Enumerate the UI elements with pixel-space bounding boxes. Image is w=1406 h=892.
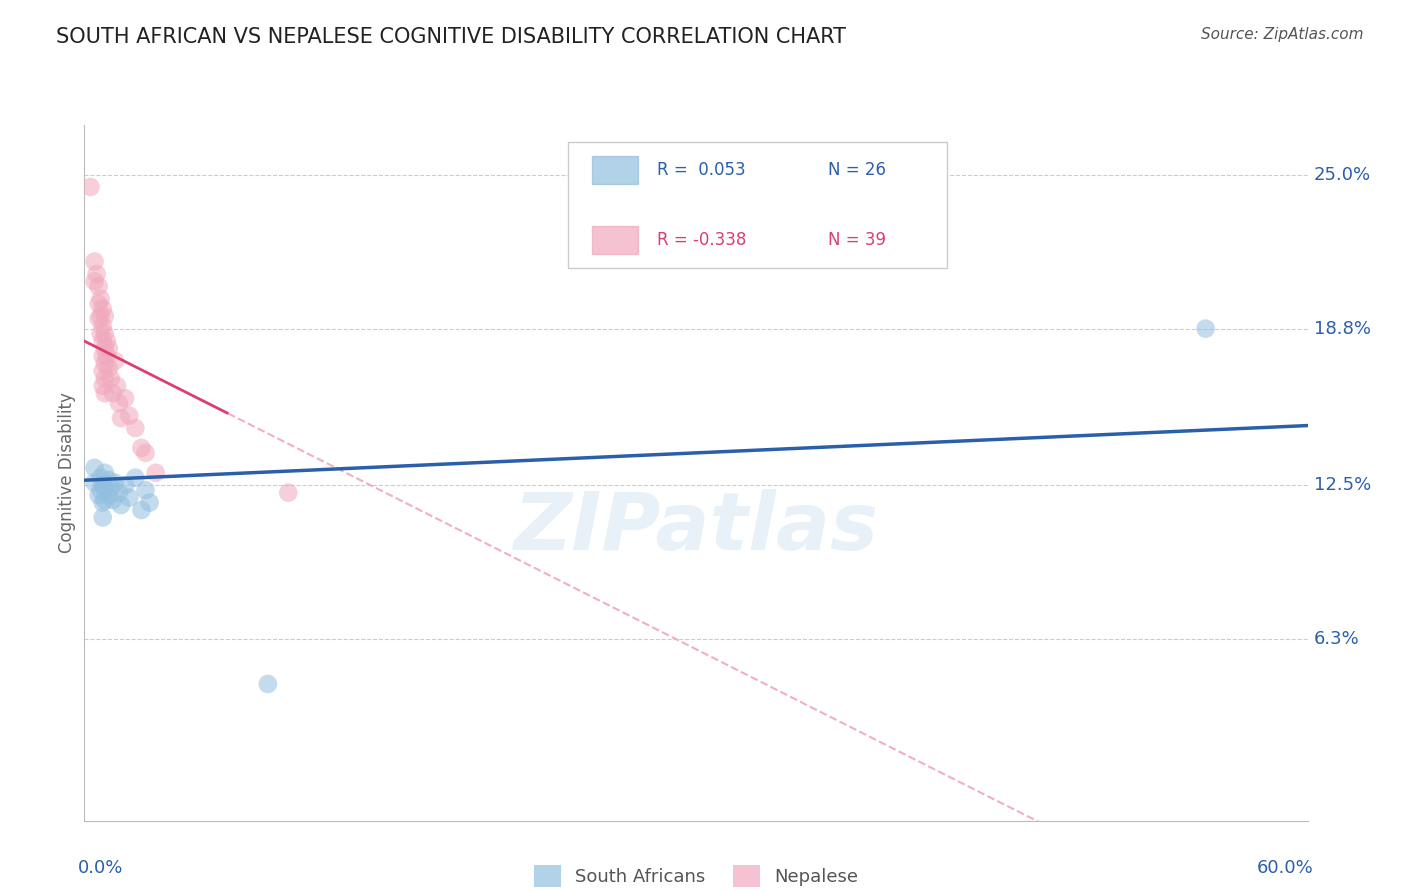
Point <box>257 677 280 691</box>
Point <box>97 361 120 376</box>
Point <box>131 503 153 517</box>
FancyBboxPatch shape <box>568 142 946 268</box>
Point <box>91 349 114 363</box>
Point <box>91 364 114 378</box>
Point <box>1195 321 1218 335</box>
Point <box>91 378 114 392</box>
Point <box>110 498 132 512</box>
Point <box>93 371 115 385</box>
Point <box>87 488 110 502</box>
Point <box>145 466 167 480</box>
Point <box>91 510 114 524</box>
Point <box>97 488 120 502</box>
Point <box>90 292 112 306</box>
Point <box>93 356 115 370</box>
Point <box>93 326 115 341</box>
Point <box>87 279 110 293</box>
Point <box>108 485 131 500</box>
Text: R = -0.338: R = -0.338 <box>657 231 747 249</box>
Point <box>124 421 146 435</box>
Point <box>108 396 131 410</box>
Point <box>91 495 114 509</box>
Point <box>277 485 299 500</box>
Point <box>118 409 141 423</box>
Point <box>93 310 115 324</box>
Point <box>90 326 112 341</box>
Point <box>97 342 120 356</box>
Point <box>83 475 105 490</box>
Point <box>93 386 115 401</box>
Point <box>101 386 124 401</box>
Text: SOUTH AFRICAN VS NEPALESE COGNITIVE DISABILITY CORRELATION CHART: SOUTH AFRICAN VS NEPALESE COGNITIVE DISA… <box>56 27 846 46</box>
Text: 60.0%: 60.0% <box>1257 859 1313 877</box>
Point <box>96 334 118 348</box>
Text: 25.0%: 25.0% <box>1313 166 1371 184</box>
Text: N = 39: N = 39 <box>828 231 886 249</box>
Point <box>101 493 124 508</box>
Point <box>79 180 101 194</box>
Point <box>91 301 114 316</box>
Text: 18.8%: 18.8% <box>1313 319 1371 338</box>
Text: R =  0.053: R = 0.053 <box>657 161 745 179</box>
Point <box>91 334 114 348</box>
Text: Source: ZipAtlas.com: Source: ZipAtlas.com <box>1201 27 1364 42</box>
Point <box>131 441 153 455</box>
Legend: South Africans, Nepalese: South Africans, Nepalese <box>527 857 865 892</box>
Point <box>114 391 136 405</box>
Point <box>93 493 115 508</box>
Point <box>87 311 110 326</box>
Point <box>91 478 114 492</box>
Y-axis label: Cognitive Disability: Cognitive Disability <box>58 392 76 553</box>
Point <box>114 478 136 492</box>
Point <box>124 471 146 485</box>
Point <box>104 354 127 368</box>
Point <box>100 481 122 495</box>
Point <box>97 473 120 487</box>
Point <box>100 371 122 385</box>
Point <box>93 342 115 356</box>
Point <box>87 297 110 311</box>
Point <box>135 483 157 498</box>
Point <box>104 475 127 490</box>
Point <box>90 310 112 324</box>
Point <box>93 481 115 495</box>
Point <box>91 319 114 334</box>
Point <box>83 254 105 268</box>
Point <box>83 275 105 289</box>
Text: ZIPatlas: ZIPatlas <box>513 490 879 567</box>
Point <box>138 495 160 509</box>
Point <box>110 411 132 425</box>
Point <box>96 349 118 363</box>
Point <box>86 267 108 281</box>
Point <box>105 378 128 392</box>
Point <box>90 483 112 498</box>
Point <box>83 460 105 475</box>
Point <box>135 446 157 460</box>
Bar <box>592 226 638 253</box>
Point <box>118 491 141 505</box>
Bar <box>592 156 638 184</box>
Point <box>93 466 115 480</box>
Text: N = 26: N = 26 <box>828 161 886 179</box>
Point <box>90 471 112 485</box>
Text: 12.5%: 12.5% <box>1313 476 1371 494</box>
Text: 6.3%: 6.3% <box>1313 631 1360 648</box>
Text: 0.0%: 0.0% <box>79 859 124 877</box>
